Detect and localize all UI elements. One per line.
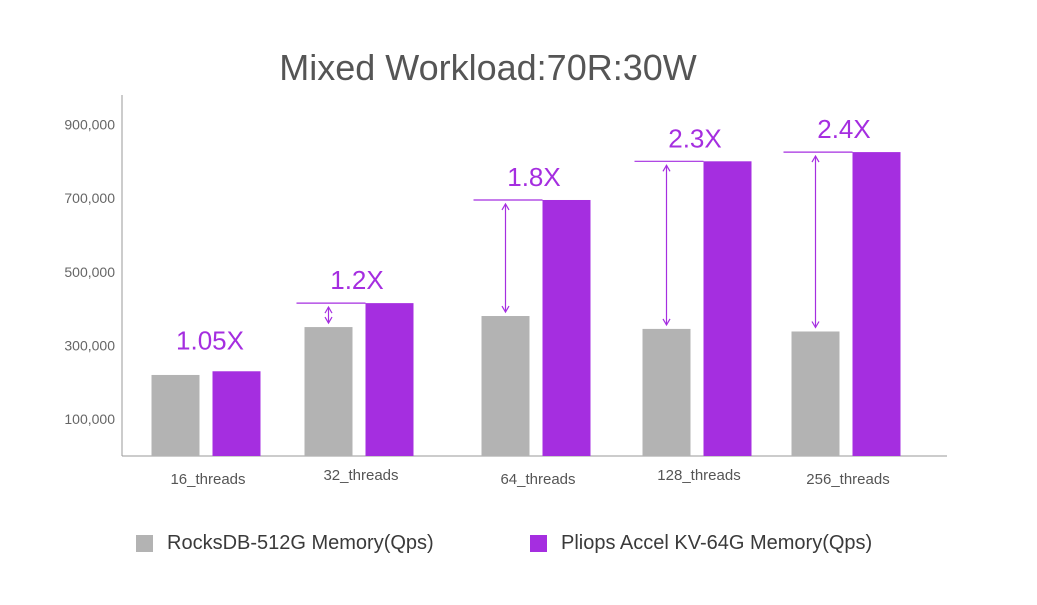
legend-item-rocksdb: RocksDB-512G Memory(Qps) (136, 532, 434, 555)
ratio-arrow-head-down (662, 318, 671, 327)
bar-rocksdb-32_threads (304, 327, 353, 456)
ratio-arrow-head-up (324, 305, 333, 314)
ratio-label-128_threads: 2.3X (668, 123, 722, 153)
legend-label-rocksdb: RocksDB-512G Memory(Qps) (167, 532, 434, 554)
ratio-arrow-head-down (324, 316, 333, 325)
legend-swatch-rocksdb (136, 535, 153, 552)
y-tick-label: 900,000 (64, 116, 115, 132)
bars (151, 152, 901, 457)
bar-pliops-64_threads (542, 199, 591, 457)
ratio-label-32_threads: 1.2X (330, 265, 384, 295)
y-tick-label: 100,000 (64, 411, 115, 427)
y-tick-label: 300,000 (64, 337, 115, 353)
ratio-label-256_threads: 2.4X (817, 114, 871, 144)
ratio-arrow-head-down (811, 321, 820, 329)
ratio-arrow-head-up (811, 154, 820, 163)
x-tick-label: 256_threads (806, 471, 889, 488)
bar-rocksdb-128_threads (642, 328, 691, 456)
bar-rocksdb-256_threads (791, 331, 840, 456)
x-tick-label: 32_threads (323, 467, 398, 484)
bar-pliops-128_threads (703, 161, 752, 456)
bar-rocksdb-16_threads (151, 374, 200, 456)
legend-label-pliops: Pliops Accel KV-64G Memory(Qps) (561, 532, 873, 554)
ratio-annotations: 1.05X 1.2X 1.8X 2.3X 2.4X (176, 114, 871, 355)
x-tick-label: 128_threads (657, 467, 740, 484)
legend-swatch-pliops (530, 535, 547, 552)
x-tick-label: 16_threads (170, 471, 245, 488)
y-tick-label: 500,000 (64, 264, 115, 280)
ratio-label-16_threads: 1.05X (176, 325, 244, 355)
ratio-label-64_threads: 1.8X (507, 162, 561, 192)
ratio-arrow-head-up (501, 202, 510, 211)
ratio-arrow-head-down (501, 305, 510, 314)
bar-pliops-256_threads (852, 152, 901, 457)
y-tick-labels: 100,000 300,000 500,000 700,000 900,000 (64, 116, 115, 427)
bar-rocksdb-64_threads (481, 316, 530, 456)
bar-pliops-32_threads (365, 303, 414, 456)
x-tick-label: 64_threads (500, 471, 575, 488)
chart-title: Mixed Workload:70R:30W (279, 47, 697, 88)
x-tick-labels: 16_threads 32_threads 64_threads 128_thread… (170, 467, 889, 488)
y-tick-label: 700,000 (64, 190, 115, 206)
bar-pliops-16_threads (212, 371, 261, 456)
ratio-arrow-head-up (662, 164, 671, 172)
ratio-arrows (296, 151, 853, 329)
legend-item-pliops: Pliops Accel KV-64G Memory(Qps) (530, 532, 872, 555)
